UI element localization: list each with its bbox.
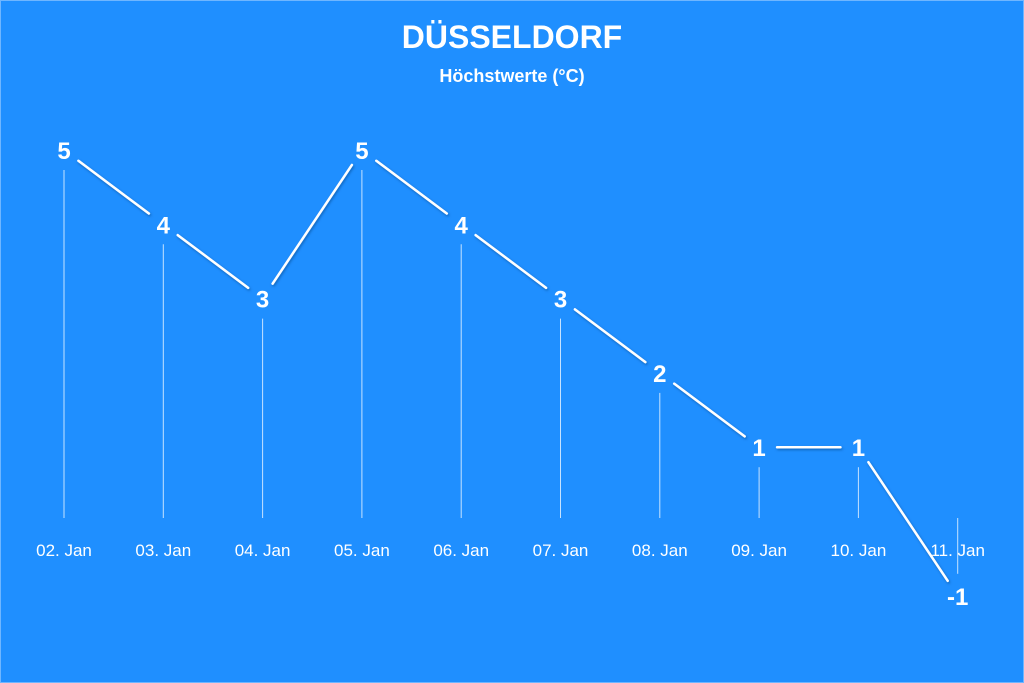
x-tick-label: 09. Jan (731, 541, 787, 560)
data-point-label: 5 (57, 138, 70, 165)
data-point-label: 3 (256, 287, 269, 314)
series-line-group (77, 159, 949, 583)
x-tick-label: 11. Jan (930, 541, 985, 560)
series-line-segment (474, 233, 548, 290)
series-line-segment (573, 308, 647, 364)
data-point-label: 4 (157, 212, 171, 239)
series-line-segment (271, 163, 354, 285)
chart-title: DÜSSELDORF (402, 19, 622, 55)
data-point-label: 1 (852, 435, 865, 462)
data-point-label: -1 (947, 584, 968, 611)
data-labels: 5 4 3 5 4 3 2 1 1 -1 (57, 138, 968, 611)
x-axis-tick-labels: 02. Jan 03. Jan 04. Jan 05. Jan 06. Jan 07. J… (36, 541, 985, 560)
data-point-label: 5 (355, 138, 368, 165)
x-tick-label: 08. Jan (632, 541, 688, 560)
x-tick-label: 03. Jan (135, 541, 191, 560)
x-tick-label: 06. Jan (433, 541, 489, 560)
drop-lines (63, 170, 959, 574)
x-tick-label: 05. Jan (334, 541, 390, 560)
x-tick-label: 07. Jan (533, 541, 589, 560)
data-point-label: 2 (653, 361, 666, 388)
series-line-segment (176, 233, 250, 290)
series-line-segment (375, 159, 449, 215)
series-line-segment (672, 382, 746, 438)
series-line-segment (867, 460, 949, 583)
chart-subtitle: Höchstwerte (°C) (439, 66, 584, 86)
x-tick-label: 04. Jan (235, 541, 291, 560)
x-tick-label: 10. Jan (831, 541, 887, 560)
data-point-label: 4 (455, 212, 469, 239)
series-line-segment (77, 159, 151, 215)
x-tick-label: 02. Jan (36, 541, 92, 560)
data-point-label: 1 (752, 435, 765, 462)
data-point-label: 3 (554, 287, 567, 314)
